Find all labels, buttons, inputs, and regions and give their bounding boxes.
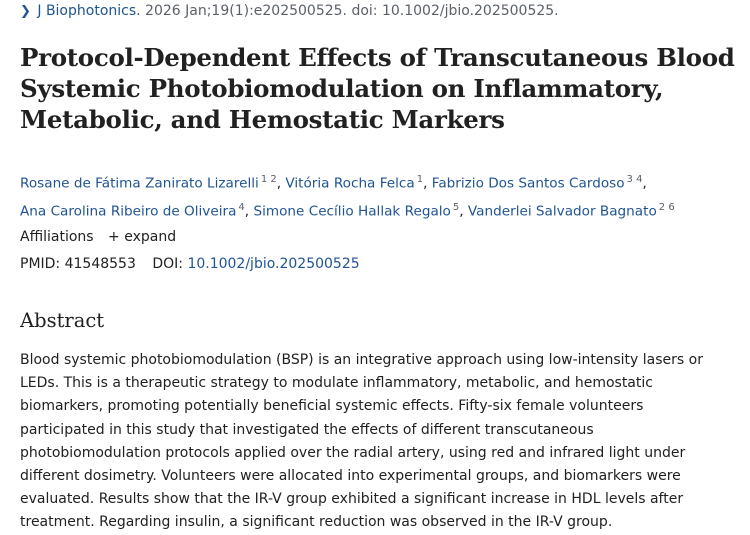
author-link[interactable]: Rosane de Fátima Zanirato Lizarelli: [20, 175, 259, 192]
doi-label: DOI:: [152, 256, 183, 272]
author-link[interactable]: Simone Cecílio Hallak Regalo: [253, 203, 451, 220]
abstract-heading: Abstract: [20, 309, 105, 332]
author-affiliation-ref[interactable]: 5: [452, 201, 460, 213]
plus-icon: +: [108, 229, 120, 245]
expand-label: expand: [124, 229, 177, 245]
doi-link[interactable]: 10.1002/jbio.202500525: [187, 256, 360, 272]
author-link[interactable]: Vanderlei Salvador Bagnato: [467, 203, 657, 220]
author-affiliation-ref[interactable]: 3 4: [626, 174, 643, 185]
citation-details: 2026 Jan;19(1):e202500525. doi: 10.1002/…: [140, 3, 559, 19]
affiliations-label: Affiliations: [20, 229, 94, 245]
article-title: Protocol-Dependent Effects of Transcutan…: [20, 43, 735, 134]
chevron-right-icon[interactable]: ❯: [20, 4, 31, 19]
author-affiliation-ref[interactable]: 4: [238, 201, 245, 213]
citation-line: ❯ J Biophotonics. 2026 Jan;19(1):e202500…: [20, 3, 559, 19]
author-affiliation-ref[interactable]: 2 6: [658, 201, 675, 213]
expand-affiliations-button[interactable]: + expand: [108, 229, 176, 245]
author-link[interactable]: Fabrizio Dos Santos Cardoso: [431, 175, 625, 192]
authors-list: Rosane de Fátima Zanirato Lizarelli 1 2, …: [20, 174, 675, 220]
abstract-text: Blood systemic photobiomodulation (BSP) …: [20, 352, 703, 531]
pmid-value: 41548553: [64, 256, 136, 272]
affiliations-row: Affiliations + expand: [20, 229, 176, 245]
pmid-label: PMID:: [20, 256, 61, 272]
author-affiliation-ref[interactable]: 1: [416, 174, 424, 185]
journal-link[interactable]: J Biophotonics.: [37, 3, 141, 19]
identifiers-row: PMID: 41548553 DOI: 10.1002/jbio.2025005…: [20, 256, 360, 272]
author-link[interactable]: Ana Carolina Ribeiro de Oliveira: [20, 203, 237, 220]
author-link[interactable]: Vitória Rocha Felca: [285, 175, 415, 192]
author-affiliation-ref[interactable]: 1 2: [260, 174, 277, 185]
